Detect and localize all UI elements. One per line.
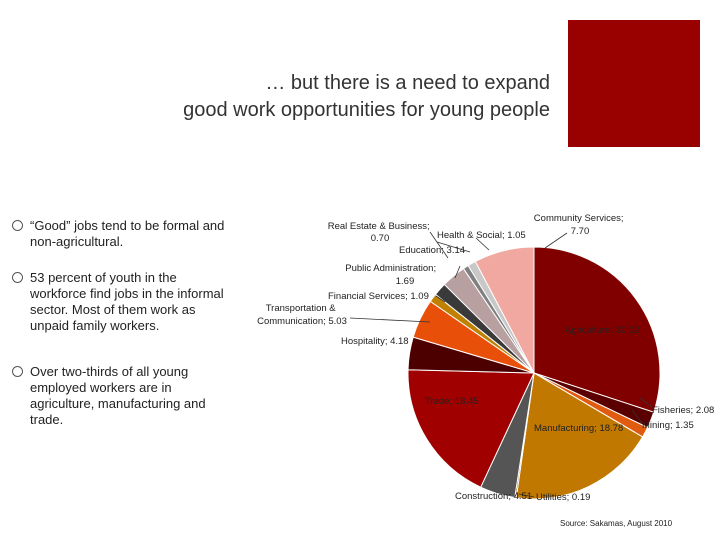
slice-label-public-administration: Public Administration; 1.69: [345, 263, 438, 287]
bullet-item: Over two-thirds of all young employed wo…: [10, 364, 225, 428]
leader-line: [544, 232, 568, 249]
slice-label-manufacturing: Manufacturing; 18.78: [534, 423, 623, 434]
bullet-item: “Good” jobs tend to be formal and non-ag…: [10, 218, 225, 250]
leader-line: [475, 237, 490, 251]
pie-labels: Agriculture; 30.02 Fisheries; 2.08 Minin…: [257, 213, 714, 503]
slice-label-trade: Trade; 18.45: [425, 396, 479, 407]
pie-leader-lines: [349, 231, 653, 498]
pie-slice-trade: [407, 369, 535, 488]
pie-slice-community-services: [474, 246, 535, 374]
leader-line: [518, 493, 535, 498]
slice-label-fisheries: Fisheries; 2.08: [652, 405, 714, 416]
pie-slice-agriculture: [533, 246, 661, 413]
title-line-1: … but there is a need to expand: [265, 72, 550, 94]
slice-label-mining: Mining; 1.35: [642, 420, 694, 431]
bullet-text: Over two-thirds of all young employed wo…: [30, 364, 206, 427]
leader-line: [436, 241, 471, 253]
bullet-circle-icon: [12, 366, 23, 377]
slice-label-health-social: Health & Social; 1.05: [437, 230, 526, 241]
slice-label-community-services: Community Services; 7.70: [534, 213, 626, 237]
bullet-item: 53 percent of youth in the workforce fin…: [10, 270, 225, 334]
accent-box: [568, 20, 700, 147]
bullet-text: 53 percent of youth in the workforce fin…: [30, 270, 224, 333]
leader-line: [349, 317, 431, 323]
slice-label-agriculture: Agriculture; 30.02: [565, 325, 639, 336]
slice-label-construction: Construction; 4.51: [455, 491, 532, 502]
slice-label-real-estate: Real Estate & Business; 0.70: [328, 221, 433, 244]
slice-label-transportation: Transportation & Communication; 5.03: [257, 303, 347, 327]
pie-slices: [407, 246, 661, 500]
bullet-circle-icon: [12, 272, 23, 283]
pie-slice-manufacturing: [515, 372, 644, 500]
leader-line: [454, 265, 461, 279]
slice-label-financial-services: Financial Services; 1.09: [328, 291, 429, 302]
bullet-text: “Good” jobs tend to be formal and non-ag…: [30, 218, 225, 249]
leader-line: [639, 397, 653, 408]
slice-label-hospitality: Hospitality; 4.18: [341, 336, 409, 347]
leader-line: [631, 409, 643, 424]
leader-line: [429, 231, 449, 259]
slice-label-education: Education; 3.14: [399, 245, 465, 256]
title-line-2: good work opportunities for young people: [183, 99, 550, 121]
source-note: Source: Sakamas, August 2010: [560, 519, 673, 528]
slice-label-utilities: Utilities; 0.19: [536, 492, 590, 503]
bullet-circle-icon: [12, 220, 23, 231]
page-title: … but there is a need to expand good wor…: [60, 70, 550, 124]
bullet-list: “Good” jobs tend to be formal and non-ag…: [10, 218, 225, 428]
leader-line: [435, 295, 446, 303]
